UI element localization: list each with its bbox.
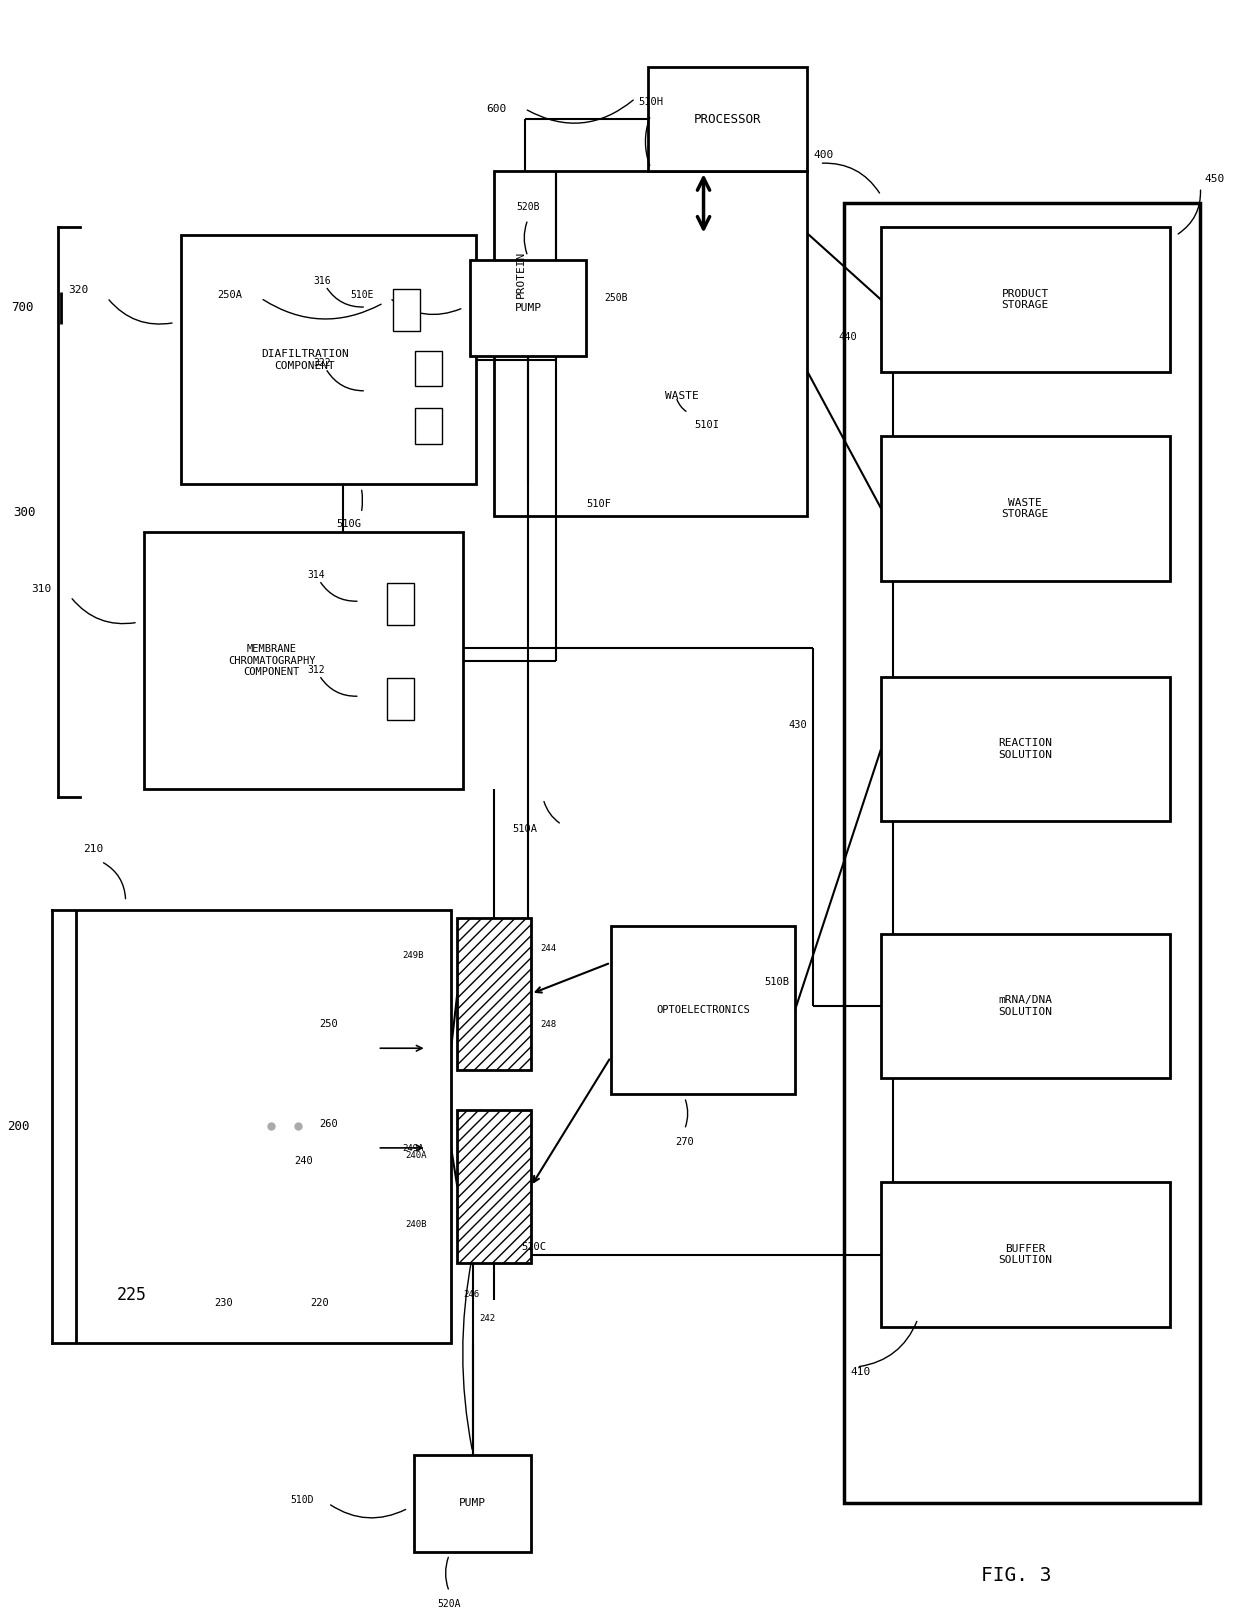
Text: 510F: 510F	[587, 498, 611, 508]
Text: 249B: 249B	[402, 952, 424, 960]
Text: 310: 310	[32, 584, 52, 594]
Text: 225: 225	[117, 1286, 146, 1303]
Bar	[611, 926, 795, 1094]
Text: DIAFILTRATION
COMPONENT: DIAFILTRATION COMPONENT	[260, 348, 348, 371]
Bar	[458, 918, 531, 1069]
Bar	[882, 227, 1169, 373]
Bar	[494, 171, 807, 516]
Bar	[458, 1110, 531, 1263]
Text: 510H: 510H	[639, 97, 663, 108]
Text: WASTE
STORAGE: WASTE STORAGE	[1002, 497, 1049, 519]
Text: 210: 210	[83, 844, 103, 853]
Text: 250B: 250B	[605, 294, 629, 303]
Bar	[393, 289, 420, 331]
Text: 230: 230	[215, 1298, 233, 1308]
Text: 249A: 249A	[402, 1144, 424, 1153]
Bar	[144, 532, 464, 789]
Text: 520A: 520A	[438, 1600, 461, 1610]
Text: 220: 220	[311, 1298, 330, 1308]
Text: 314: 314	[308, 571, 325, 581]
Text: 250: 250	[319, 1019, 337, 1029]
Text: BUFFER
SOLUTION: BUFFER SOLUTION	[998, 1244, 1053, 1266]
Text: 520B: 520B	[516, 202, 539, 211]
Bar	[470, 260, 587, 356]
Text: 244: 244	[541, 944, 557, 953]
Bar	[647, 68, 807, 171]
Text: FIG. 3: FIG. 3	[981, 1566, 1052, 1586]
Text: REACTION
SOLUTION: REACTION SOLUTION	[998, 739, 1053, 760]
Bar	[882, 1182, 1169, 1327]
Text: 510I: 510I	[694, 419, 719, 431]
Text: 320: 320	[68, 286, 89, 295]
Text: PUMP: PUMP	[515, 303, 542, 313]
Text: 312: 312	[308, 666, 325, 676]
Text: 242: 242	[480, 1315, 496, 1323]
Text: 246: 246	[464, 1290, 480, 1298]
Text: 440: 440	[838, 332, 857, 342]
Bar	[882, 677, 1169, 821]
Text: 322: 322	[314, 358, 331, 368]
Text: 240B: 240B	[405, 1219, 427, 1229]
Text: 510E: 510E	[350, 290, 373, 300]
Text: 248: 248	[541, 1019, 557, 1029]
Text: mRNA/DNA
SOLUTION: mRNA/DNA SOLUTION	[998, 995, 1053, 1016]
Bar	[415, 350, 443, 386]
Bar	[387, 584, 414, 626]
Text: 250A: 250A	[217, 290, 242, 300]
Text: 510D: 510D	[290, 1495, 314, 1505]
Text: 430: 430	[789, 719, 807, 731]
Text: PROCESSOR: PROCESSOR	[693, 113, 761, 126]
Bar	[882, 436, 1169, 581]
Text: 410: 410	[851, 1366, 870, 1378]
Bar	[181, 235, 476, 484]
Text: 260: 260	[319, 1119, 337, 1129]
Text: 700: 700	[11, 302, 33, 315]
Text: 510G: 510G	[336, 519, 361, 529]
Text: PROTEIN: PROTEIN	[516, 252, 526, 298]
Bar	[77, 910, 451, 1344]
Text: 510B: 510B	[764, 977, 789, 987]
Text: 270: 270	[675, 1137, 694, 1147]
Text: 300: 300	[14, 506, 36, 519]
Text: 316: 316	[314, 276, 331, 286]
Bar	[387, 679, 414, 719]
Text: 200: 200	[7, 1119, 30, 1132]
Text: WASTE: WASTE	[665, 390, 699, 400]
Text: 510C: 510C	[522, 1242, 547, 1252]
Text: 450: 450	[1204, 174, 1224, 184]
Text: PUMP: PUMP	[459, 1498, 486, 1508]
Text: OPTOELECTRONICS: OPTOELECTRONICS	[656, 1005, 750, 1015]
Text: 400: 400	[813, 150, 833, 160]
Text: MEMBRANE
CHROMATOGRAPHY
COMPONENT: MEMBRANE CHROMATOGRAPHY COMPONENT	[228, 644, 315, 677]
Bar	[882, 934, 1169, 1077]
Bar	[844, 203, 1200, 1503]
Bar	[415, 408, 443, 444]
Bar	[414, 1455, 531, 1552]
Text: 240A: 240A	[405, 1152, 427, 1160]
Text: 240: 240	[294, 1157, 314, 1166]
Text: PRODUCT
STORAGE: PRODUCT STORAGE	[1002, 289, 1049, 310]
Text: 510A: 510A	[512, 824, 537, 834]
Text: 600: 600	[486, 103, 506, 113]
